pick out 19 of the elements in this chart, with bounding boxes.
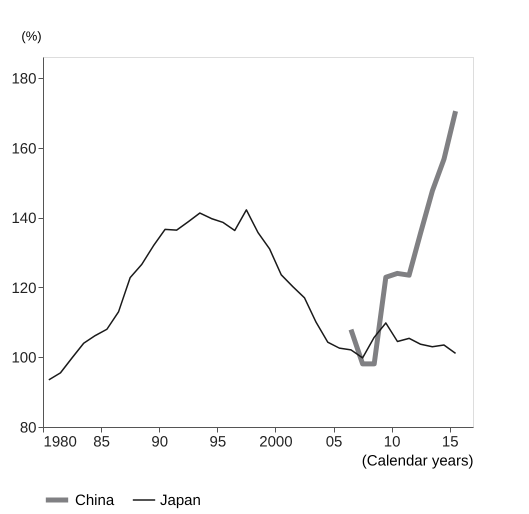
y-tick-label: 160 [11,140,36,158]
legend-label: Japan [160,492,201,509]
y-tick-label: 100 [11,350,36,367]
x-tick-label: 10 [384,434,400,450]
x-tick-label: 95 [209,434,226,450]
y-tick-label: 180 [11,70,36,88]
line-series [48,209,456,381]
legend-label: China [75,492,115,509]
y-tick-label: 140 [11,210,36,228]
x-tick-label: 15 [442,434,459,450]
y-tick-label: 80 [20,420,36,436]
x-tick-label: 05 [326,434,342,450]
y-axis-title: (%) [21,28,42,44]
x-tick-label: 2000 [259,434,293,450]
y-tick-label: 120 [11,280,36,297]
x-tick-label: 85 [93,434,110,450]
x-axis-title: (Calendar years) [362,452,474,470]
x-tick-label: 1980 [44,434,77,450]
x-tick-label: 90 [151,434,168,450]
